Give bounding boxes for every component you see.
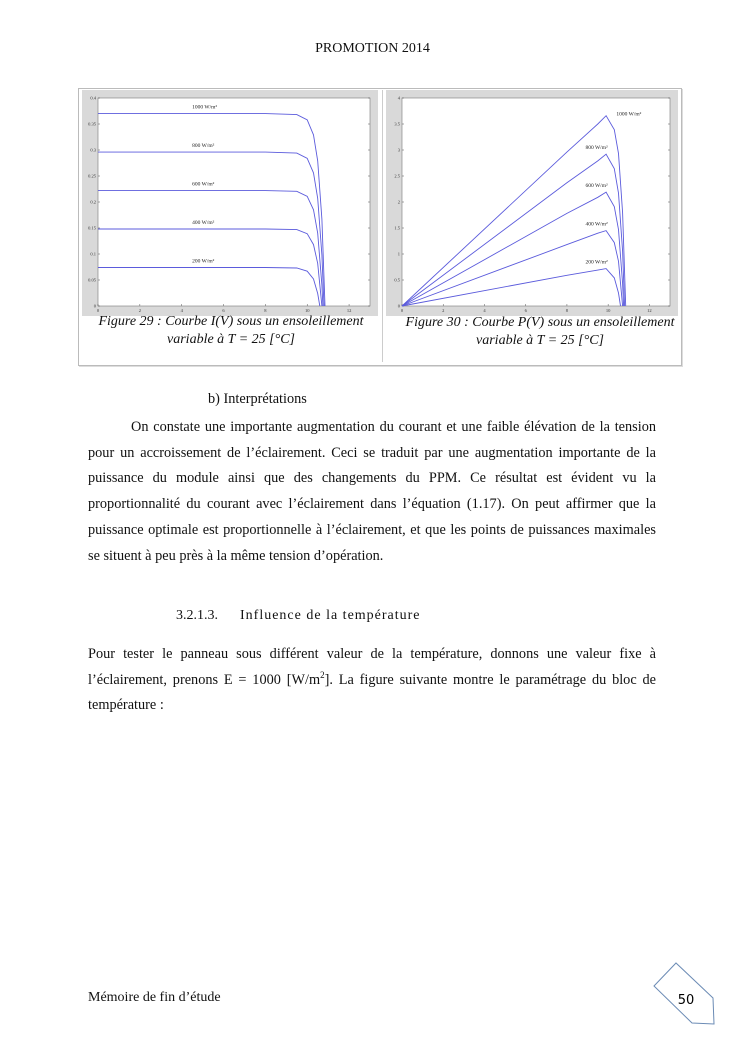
x-tick-label: 6 — [525, 308, 528, 313]
page-number: 50 — [678, 993, 695, 1008]
y-tick-label: 1.5 — [394, 226, 400, 231]
y-tick-label: 3.5 — [394, 122, 400, 127]
series-label: 200 W/m² — [192, 259, 215, 265]
x-tick-label: 12 — [647, 308, 652, 313]
x-tick-label: 0 — [401, 308, 404, 313]
x-tick-label: 2 — [139, 308, 141, 313]
pv-curve-chart: 0 2 4 6 8 10 12 0 0.5 1 1.5 2 2.5 3 3.5 4 1000 W/m² 800 W… — [386, 90, 678, 316]
y-tick-label: 3 — [398, 148, 401, 153]
y-tick-label: 2.5 — [394, 174, 400, 179]
x-tick-label: 4 — [483, 308, 486, 313]
page-number-badge: 50 — [653, 962, 715, 1025]
series-line-600 — [98, 190, 324, 307]
x-tick-label: 8 — [264, 308, 267, 313]
y-tick-label: 0.3 — [90, 148, 96, 153]
series-label: 400 W/m² — [192, 220, 215, 226]
paragraph-text-b: ]. La figure suivante montre le paramétr… — [88, 671, 656, 714]
figure-30-caption: Figure 30 : Courbe P(V) sous un ensoleil… — [405, 315, 675, 348]
series-line-200 — [98, 267, 321, 307]
y-tick-label: 0.1 — [90, 252, 96, 257]
page-header: PROMOTION 2014 — [315, 41, 430, 56]
section-title: Influence de la température — [240, 608, 421, 623]
series-label: 800 W/m² — [192, 143, 215, 149]
series-label: 1000 W/m² — [192, 105, 217, 111]
plot-area — [97, 97, 371, 307]
x-tick-label: 4 — [181, 308, 184, 313]
x-tick-label: 0 — [97, 308, 100, 313]
x-tick-label: 6 — [222, 308, 225, 313]
series-label: 400 W/m² — [585, 222, 608, 228]
y-tick-label: 0.5 — [394, 278, 400, 283]
footer-text: Mémoire de fin d’étude — [88, 990, 221, 1005]
figure-29-caption: Figure 29 : Courbe I(V) sous un ensoleil… — [98, 314, 364, 347]
series-line-600 — [401, 191, 625, 307]
x-tick-label: 10 — [606, 308, 611, 313]
y-tick-label: 1 — [398, 252, 400, 257]
superscript: 2 — [320, 669, 325, 680]
series-line-1000 — [98, 113, 326, 307]
y-tick-label: 4 — [398, 96, 401, 101]
section-heading: 3.2.1.3. Influence de la température — [176, 608, 421, 624]
section-number: 3.2.1.3. — [176, 608, 218, 623]
series-label: 200 W/m² — [585, 260, 608, 266]
series-line-400 — [98, 228, 323, 307]
plot-area — [401, 97, 671, 307]
series-line-800 — [401, 153, 626, 307]
y-tick-label: 0.2 — [90, 200, 96, 205]
x-tick-label: 8 — [566, 308, 569, 313]
x-tick-label: 12 — [347, 308, 352, 313]
figure-table — [78, 88, 682, 366]
y-tick-label: 0 — [94, 304, 97, 309]
y-tick-label: 0.35 — [88, 122, 97, 127]
paragraph-text: On constate une importante augmentation … — [88, 419, 656, 564]
paragraph-temperature: Pour tester le panneau sous différent va… — [88, 642, 656, 719]
series-label: 600 W/m² — [585, 183, 608, 189]
paragraph-text-a: Pour tester le panneau sous différent va… — [88, 646, 656, 688]
series-label: 600 W/m² — [192, 182, 215, 188]
y-tick-label: 0.05 — [88, 278, 97, 283]
y-tick-label: 0.4 — [90, 96, 96, 101]
series-label: 800 W/m² — [585, 145, 608, 151]
subheading-interpretations: b) Interprétations — [208, 391, 307, 407]
y-tick-label: 0 — [398, 304, 401, 309]
paragraph-interpretation: On constate une importante augmentation … — [88, 415, 656, 569]
y-tick-label: 0.25 — [88, 174, 97, 179]
series-line-1000 — [401, 114, 627, 307]
y-tick-label: 2 — [398, 200, 400, 205]
series-line-800 — [98, 151, 325, 307]
series-label: 1000 W/m² — [616, 112, 641, 118]
x-tick-label: 10 — [305, 308, 310, 313]
series-line-200 — [401, 268, 621, 307]
series-line-400 — [401, 230, 624, 307]
figure-divider — [382, 90, 383, 362]
x-tick-label: 2 — [442, 308, 444, 313]
iv-curve-chart: 0 2 4 6 8 10 12 0 0.05 0.1 0.15 0.2 0.25 0.3 0.35 0.4 10… — [82, 90, 378, 316]
y-tick-label: 0.15 — [88, 226, 97, 231]
